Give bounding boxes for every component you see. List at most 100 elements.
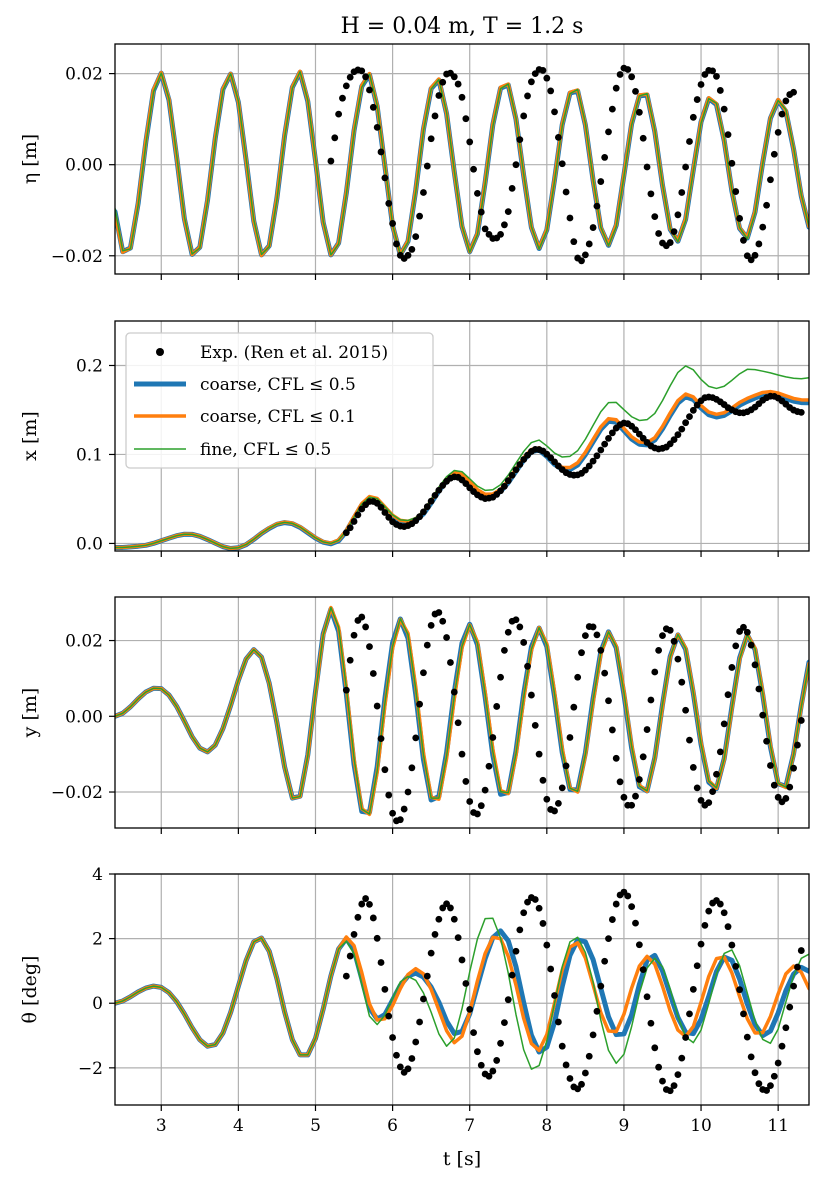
exp-point (369, 670, 377, 677)
panel-eta: −0.02 0.00 0.02 η [m] (19, 43, 810, 280)
exp-point (581, 632, 589, 640)
exp-point (501, 647, 508, 654)
legend-frame (125, 332, 434, 469)
exp-point (767, 1082, 774, 1090)
exp-point (462, 115, 470, 123)
exp-point (732, 188, 740, 195)
exp-point (682, 163, 690, 171)
x-tick-label: 5 (310, 1116, 321, 1136)
exp-point (458, 750, 466, 758)
exp-point (608, 726, 616, 734)
legend-label-fine-cfl05: fine, CFL ≤ 0.5 (200, 440, 331, 460)
exp-point (558, 784, 566, 792)
exp-point (497, 673, 504, 681)
exp-point (678, 678, 686, 686)
series-line-fine-cfl05 (115, 917, 809, 1070)
series-group (115, 917, 809, 1070)
exp-point (666, 1087, 674, 1095)
y-axis-label-eta: η [m] (19, 134, 41, 184)
exp-point (751, 1069, 759, 1077)
series-line-coarse-cfl01 (115, 935, 809, 1057)
exp-point (790, 982, 797, 990)
exp-point (447, 659, 454, 666)
y-axis-label-x: x [m] (19, 411, 41, 461)
exp-point (497, 230, 504, 238)
exp-point (423, 503, 431, 511)
exp-point (774, 128, 782, 136)
x-tick-label: 3 (156, 1116, 167, 1136)
exp-point (728, 159, 736, 167)
exp-point (385, 1012, 393, 1020)
exp-point (716, 900, 724, 908)
legend-marker-exp (156, 348, 164, 356)
exp-point (770, 781, 778, 789)
exp-point (512, 616, 520, 624)
exp-point (466, 1005, 474, 1013)
exp-point (350, 518, 358, 525)
exp-point (562, 762, 570, 770)
exp-point (770, 150, 778, 158)
exp-point (686, 736, 693, 744)
exp-point (354, 511, 362, 519)
axes-frame (114, 320, 810, 552)
panel-y: −0.02 0.00 0.02 y [m] (19, 596, 810, 834)
exp-point (535, 750, 543, 758)
exp-point (342, 686, 350, 694)
x-tick-label: 8 (541, 1116, 552, 1136)
exp-point (639, 753, 647, 761)
exp-point (346, 524, 354, 532)
exp-point (585, 462, 593, 470)
exp-point (678, 425, 686, 433)
exp-point (720, 720, 728, 728)
exp-point (689, 113, 697, 121)
exp-point (470, 1029, 477, 1037)
exp-point (782, 795, 790, 802)
exp-point (562, 1061, 570, 1069)
exp-point (751, 661, 759, 669)
exp-point (342, 529, 350, 537)
exp-point (528, 691, 535, 699)
exp-point (327, 157, 335, 165)
exp-point (362, 623, 370, 631)
exp-point (501, 1019, 508, 1027)
exp-point (366, 86, 373, 94)
exp-point (767, 762, 774, 769)
exp-point (774, 793, 782, 801)
exp-point (346, 656, 354, 664)
exp-point (566, 214, 574, 222)
exp-point (508, 971, 516, 979)
exp-point (447, 904, 454, 912)
exp-point (651, 213, 659, 221)
exp-point (608, 429, 616, 437)
exp-point (531, 721, 539, 729)
exp-point (732, 963, 740, 970)
exp-point (736, 986, 743, 994)
exp-point (373, 702, 381, 710)
exp-point (554, 1018, 562, 1026)
exp-point (705, 907, 713, 915)
exp-point (709, 67, 717, 75)
y-tick-label: 0.0 (76, 534, 103, 554)
exp-point (635, 776, 643, 783)
exp-point (674, 655, 682, 663)
exp-point (373, 123, 381, 131)
exp-point (659, 632, 666, 640)
exp-point (794, 741, 801, 749)
x-tick-label: 11 (767, 1116, 789, 1136)
exp-point (624, 892, 632, 900)
exp-point (686, 138, 693, 145)
x-tick-label: 4 (233, 1116, 244, 1136)
y-tick-label: 0.1 (76, 445, 103, 465)
exp-point (770, 1072, 778, 1080)
exp-point (439, 78, 447, 86)
exp-point (427, 949, 435, 957)
exp-point (651, 668, 659, 676)
exp-point (512, 947, 520, 955)
exp-point (670, 228, 678, 236)
exp-point (597, 446, 605, 454)
series-group (115, 69, 809, 258)
exp-point (416, 513, 423, 521)
y-tick-label: 0 (92, 994, 103, 1014)
exp-point (589, 1031, 597, 1039)
exp-point (342, 972, 350, 980)
